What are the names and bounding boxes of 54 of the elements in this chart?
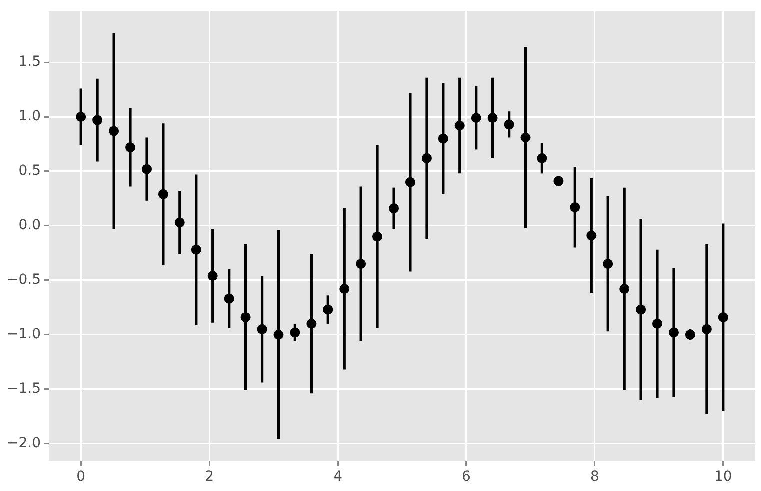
point	[340, 284, 350, 294]
point	[454, 120, 465, 131]
point	[389, 204, 400, 214]
y-tick-label: 0.0	[18, 218, 41, 234]
x-tick-label: 4	[334, 469, 343, 486]
x-tick-label: 8	[590, 469, 600, 486]
point	[126, 142, 136, 153]
point	[422, 153, 432, 164]
point	[224, 294, 234, 304]
point	[257, 324, 268, 334]
point	[554, 176, 564, 186]
point	[306, 318, 317, 329]
point	[652, 318, 662, 329]
y-tick-label: 1.5	[18, 54, 41, 70]
point	[323, 304, 334, 315]
point	[191, 244, 202, 255]
point	[620, 284, 630, 294]
point	[274, 330, 284, 340]
point	[520, 132, 531, 143]
x-tick-label: 6	[462, 469, 472, 486]
point	[405, 177, 416, 188]
y-tick-label: −0.5	[6, 272, 41, 288]
x-tick-label: 10	[714, 469, 732, 486]
point	[504, 120, 514, 130]
point	[702, 324, 712, 334]
y-tick-label: 0.5	[18, 163, 41, 180]
point	[586, 230, 597, 241]
point	[718, 312, 728, 322]
point	[92, 115, 103, 126]
point	[685, 330, 696, 340]
point	[471, 113, 482, 124]
point	[603, 259, 614, 270]
point	[488, 113, 498, 124]
y-tick-label: 1.0	[18, 108, 41, 125]
point	[208, 271, 218, 282]
x-tick-label: 2	[205, 469, 214, 486]
point	[537, 153, 548, 164]
point	[356, 259, 366, 270]
point	[636, 304, 646, 315]
x-tick-label: 0	[76, 469, 86, 486]
point	[240, 312, 251, 322]
y-tick-label: −1.0	[6, 326, 41, 343]
point	[174, 218, 185, 228]
y-tick-label: −1.5	[6, 380, 41, 397]
point	[290, 328, 300, 338]
y-tick-label: −2.0	[6, 435, 41, 452]
point	[570, 202, 580, 212]
point	[372, 232, 383, 242]
point	[142, 164, 152, 174]
point	[668, 328, 679, 338]
point	[76, 112, 86, 122]
point	[438, 134, 448, 144]
point	[109, 126, 120, 136]
point	[158, 189, 168, 200]
